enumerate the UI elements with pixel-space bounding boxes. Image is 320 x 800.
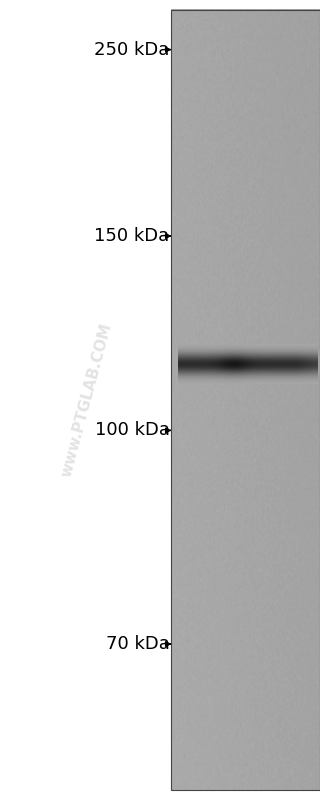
Text: 100 kDa: 100 kDa	[95, 422, 170, 439]
Text: 150 kDa: 150 kDa	[94, 227, 170, 245]
Text: www.PTGLAB.COM: www.PTGLAB.COM	[59, 322, 114, 478]
Bar	[171, 10, 320, 790]
Text: 250 kDa: 250 kDa	[94, 41, 170, 58]
Text: 70 kDa: 70 kDa	[106, 635, 170, 653]
